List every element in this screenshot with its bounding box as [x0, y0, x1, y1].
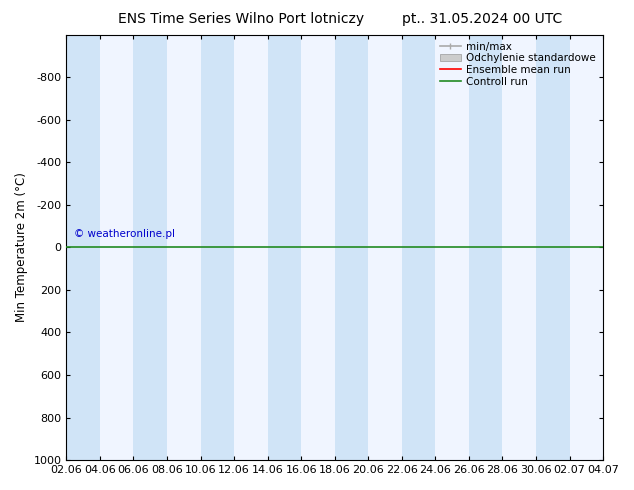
Bar [200, 35, 234, 460]
Text: pt.. 31.05.2024 00 UTC: pt.. 31.05.2024 00 UTC [402, 12, 562, 26]
Bar [335, 35, 368, 460]
Bar [402, 35, 436, 460]
Bar [134, 35, 167, 460]
Text: ENS Time Series Wilno Port lotniczy: ENS Time Series Wilno Port lotniczy [118, 12, 364, 26]
Bar [469, 35, 502, 460]
Bar [536, 35, 569, 460]
Y-axis label: Min Temperature 2m (°C): Min Temperature 2m (°C) [15, 172, 28, 322]
Text: © weatheronline.pl: © weatheronline.pl [74, 229, 176, 239]
Bar [67, 35, 100, 460]
Legend: min/max, Odchylenie standardowe, Ensemble mean run, Controll run: min/max, Odchylenie standardowe, Ensembl… [438, 40, 598, 89]
Bar [268, 35, 301, 460]
